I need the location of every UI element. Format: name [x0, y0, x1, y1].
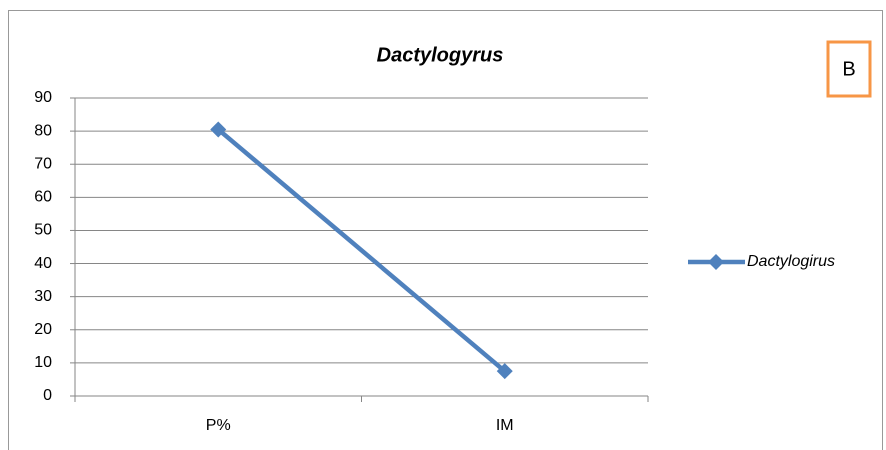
legend-label: Dactylogirus — [747, 253, 835, 270]
point-marker — [496, 363, 513, 380]
y-tick-label: 50 — [34, 222, 52, 239]
y-tick-label: 10 — [34, 354, 52, 371]
y-tick-label: 30 — [34, 288, 52, 305]
y-tick-label: 60 — [34, 189, 52, 206]
y-tick-label: 70 — [34, 155, 52, 172]
y-tick-label: 90 — [34, 89, 52, 106]
y-tick-label: 40 — [34, 255, 52, 272]
legend-marker — [708, 254, 724, 270]
point-marker — [210, 121, 227, 138]
annotation: B — [842, 58, 855, 80]
y-tick-label: 20 — [34, 321, 52, 338]
y-tick-label: 0 — [43, 387, 52, 404]
annotation-box — [826, 40, 872, 98]
chart-title: Dactylogyrus — [377, 44, 504, 66]
x-tick-label: P% — [206, 417, 231, 434]
x-tick-label: IM — [496, 417, 514, 434]
series-line — [216, 127, 507, 373]
y-tick-label: 80 — [34, 122, 52, 139]
